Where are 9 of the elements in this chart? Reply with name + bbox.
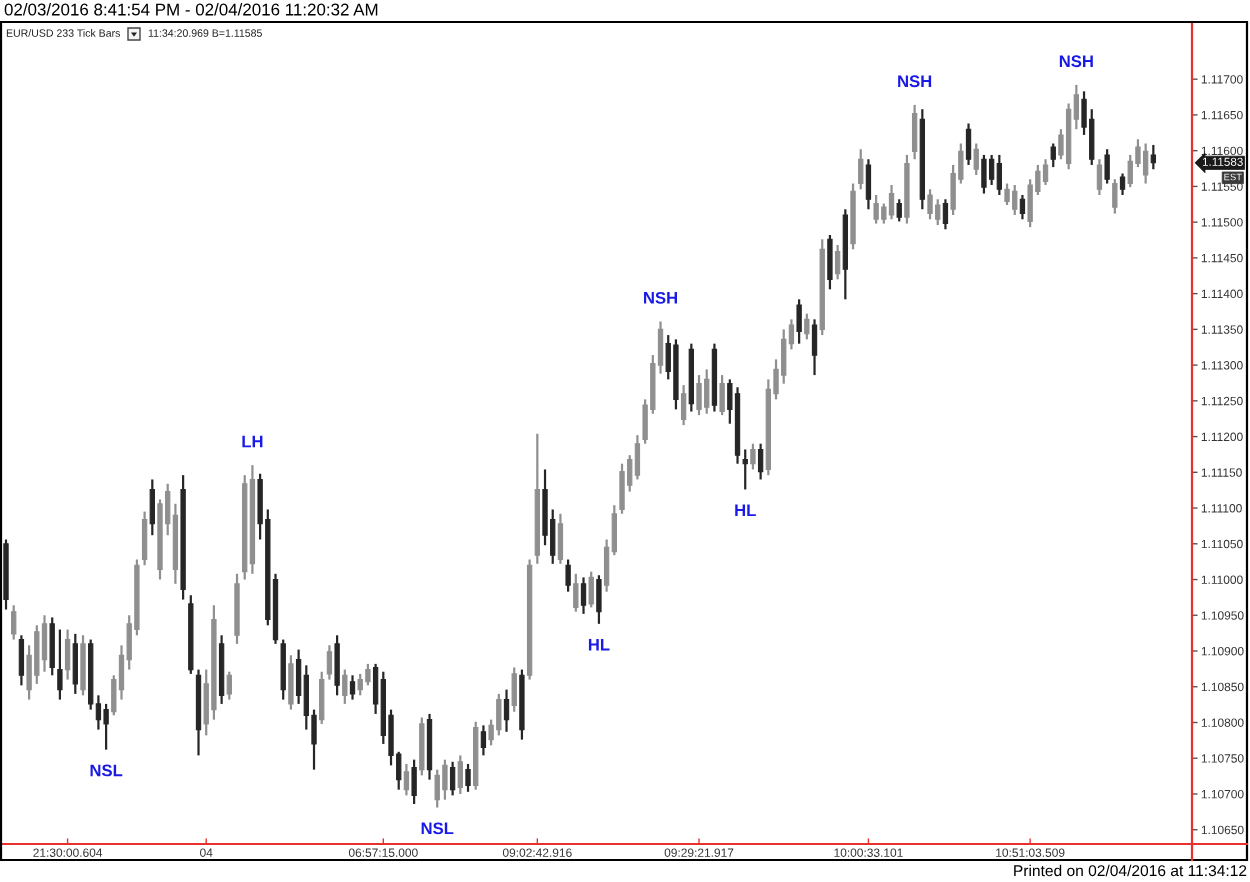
annotation: NSL — [421, 822, 454, 835]
annotation: NSH — [1059, 55, 1093, 68]
annotation: NSL — [90, 764, 123, 777]
annotation: HL — [588, 638, 610, 651]
annotation: LH — [242, 435, 263, 448]
annotation: NSH — [898, 75, 932, 88]
annotation: HL — [735, 504, 756, 516]
chart-title: 02/03/2016 8:41:54 PM - 02/04/2016 11:20:32 AM — [4, 3, 378, 16]
annotation: NSH — [644, 291, 677, 304]
